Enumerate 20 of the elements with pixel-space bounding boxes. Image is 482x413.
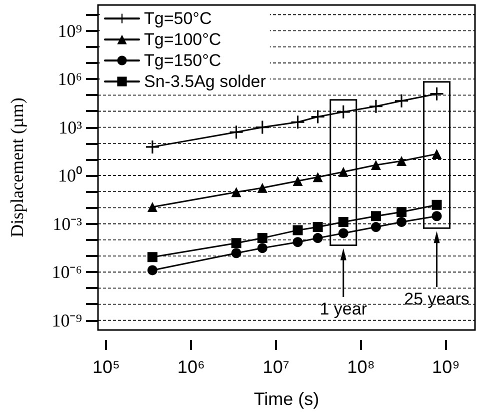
y-tick-label: 10⁹ <box>58 20 82 41</box>
legend-label: Sn-3.5Ag solder <box>144 72 266 91</box>
y-tick-label: 10⁻³ <box>52 214 83 234</box>
y-tick-label: 10⁶ <box>58 69 82 90</box>
y-tick-label: 10³ <box>58 117 83 138</box>
x-tick-label: 10⁵ <box>92 357 120 377</box>
legend-label: Tg=150°C <box>144 51 222 70</box>
x-tick-label: 10⁷ <box>262 357 290 377</box>
legend-label: Tg=50°C <box>144 9 212 28</box>
y-tick-label: 10⁻⁹ <box>52 310 82 330</box>
x-tick-label: 10⁶ <box>177 357 205 377</box>
annotation: 25 years <box>404 290 470 308</box>
x-tick-label: 10⁹ <box>432 357 460 377</box>
legend-label: Tg=100°C <box>144 30 222 49</box>
y-tick-label: 10⁻⁶ <box>52 262 82 282</box>
x-axis-title: Time (s) <box>254 389 320 409</box>
y-axis-title: Displacement (µm) <box>7 98 27 238</box>
annotation: 1 year <box>320 300 368 318</box>
y-tick-label: 10⁰ <box>58 166 82 186</box>
x-tick-label: 10⁸ <box>347 357 375 377</box>
